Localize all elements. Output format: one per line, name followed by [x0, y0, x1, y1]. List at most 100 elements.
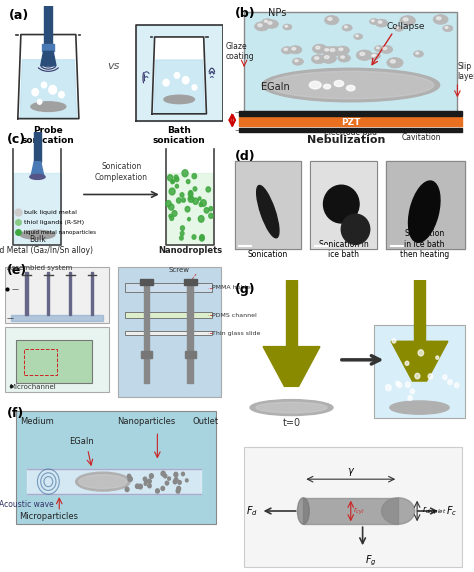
Polygon shape: [18, 34, 79, 118]
Ellipse shape: [256, 402, 327, 413]
Circle shape: [282, 47, 293, 54]
Polygon shape: [144, 280, 149, 383]
Circle shape: [322, 47, 335, 55]
Text: Collapse: Collapse: [386, 22, 425, 30]
Text: Bulk
Liquid Metal (Ga₂/In/Sn alloy): Bulk Liquid Metal (Ga₂/In/Sn alloy): [0, 236, 93, 255]
Circle shape: [164, 474, 167, 478]
Ellipse shape: [409, 181, 440, 243]
Circle shape: [397, 383, 402, 388]
Circle shape: [173, 480, 177, 484]
Circle shape: [59, 92, 64, 98]
Text: t=0: t=0: [283, 418, 301, 428]
Circle shape: [182, 170, 188, 177]
Circle shape: [283, 24, 292, 30]
Text: NPs: NPs: [268, 9, 286, 18]
Text: —: —: [11, 286, 18, 292]
Circle shape: [324, 55, 329, 58]
FancyBboxPatch shape: [125, 283, 212, 292]
Circle shape: [198, 197, 201, 200]
Circle shape: [149, 474, 154, 478]
Circle shape: [371, 53, 381, 59]
Text: EGaIn: EGaIn: [69, 437, 93, 446]
Text: Bath
sonication: Bath sonication: [153, 126, 206, 145]
Text: Nebulization: Nebulization: [307, 135, 385, 145]
Circle shape: [192, 85, 197, 90]
Circle shape: [172, 180, 174, 183]
Circle shape: [181, 231, 184, 236]
Circle shape: [418, 349, 424, 356]
Ellipse shape: [30, 174, 45, 180]
Circle shape: [330, 49, 335, 51]
Text: Nanodroplets: Nanodroplets: [158, 246, 222, 255]
Text: Microchannel: Microchannel: [9, 384, 56, 390]
Circle shape: [166, 201, 171, 207]
Circle shape: [385, 384, 391, 391]
Circle shape: [410, 389, 415, 394]
Text: Medium: Medium: [20, 417, 55, 426]
Circle shape: [147, 479, 151, 483]
Ellipse shape: [31, 102, 66, 112]
Circle shape: [193, 187, 197, 191]
Circle shape: [374, 46, 383, 51]
Circle shape: [448, 380, 452, 384]
Circle shape: [185, 479, 188, 482]
Circle shape: [396, 381, 400, 386]
Circle shape: [356, 35, 358, 37]
Text: Cavitation: Cavitation: [402, 133, 442, 142]
Circle shape: [360, 52, 365, 55]
Circle shape: [376, 47, 379, 49]
FancyBboxPatch shape: [244, 447, 462, 567]
Circle shape: [328, 18, 332, 21]
Circle shape: [176, 489, 180, 493]
Circle shape: [138, 484, 142, 489]
Polygon shape: [183, 279, 197, 285]
FancyBboxPatch shape: [5, 267, 109, 323]
Circle shape: [443, 375, 447, 380]
Circle shape: [437, 17, 441, 20]
Circle shape: [292, 58, 303, 65]
Circle shape: [341, 56, 345, 58]
Circle shape: [200, 235, 204, 239]
Circle shape: [413, 51, 424, 57]
Circle shape: [168, 477, 171, 480]
Circle shape: [375, 19, 388, 27]
Polygon shape: [239, 117, 462, 126]
Text: —: —: [7, 316, 14, 321]
Polygon shape: [391, 341, 448, 381]
Circle shape: [265, 20, 278, 29]
Ellipse shape: [382, 498, 415, 525]
FancyBboxPatch shape: [16, 411, 216, 525]
Polygon shape: [152, 37, 207, 114]
Text: Thin glass slide: Thin glass slide: [212, 331, 260, 336]
Circle shape: [321, 53, 337, 63]
Circle shape: [145, 480, 147, 483]
Circle shape: [394, 25, 403, 31]
Polygon shape: [187, 280, 193, 383]
Polygon shape: [167, 173, 213, 245]
Ellipse shape: [256, 185, 279, 238]
Text: Sonication
in ice bath
then heating: Sonication in ice bath then heating: [400, 229, 449, 259]
Text: Microparticles: Microparticles: [19, 513, 78, 521]
Circle shape: [185, 206, 190, 212]
FancyBboxPatch shape: [244, 12, 457, 116]
Circle shape: [128, 474, 131, 478]
Circle shape: [372, 55, 374, 57]
Circle shape: [268, 22, 272, 24]
Circle shape: [378, 21, 382, 23]
Circle shape: [206, 187, 210, 192]
Circle shape: [408, 396, 412, 400]
Circle shape: [327, 46, 342, 56]
Polygon shape: [239, 111, 462, 116]
FancyBboxPatch shape: [5, 327, 109, 392]
Circle shape: [143, 477, 146, 481]
Text: (e): (e): [7, 264, 27, 277]
Polygon shape: [386, 161, 465, 249]
Circle shape: [172, 210, 177, 216]
Polygon shape: [69, 272, 71, 315]
Circle shape: [170, 216, 173, 220]
Text: (g): (g): [235, 283, 255, 296]
Circle shape: [204, 208, 209, 213]
Circle shape: [167, 174, 173, 181]
FancyBboxPatch shape: [118, 267, 220, 397]
Text: $\gamma$: $\gamma$: [346, 466, 355, 478]
